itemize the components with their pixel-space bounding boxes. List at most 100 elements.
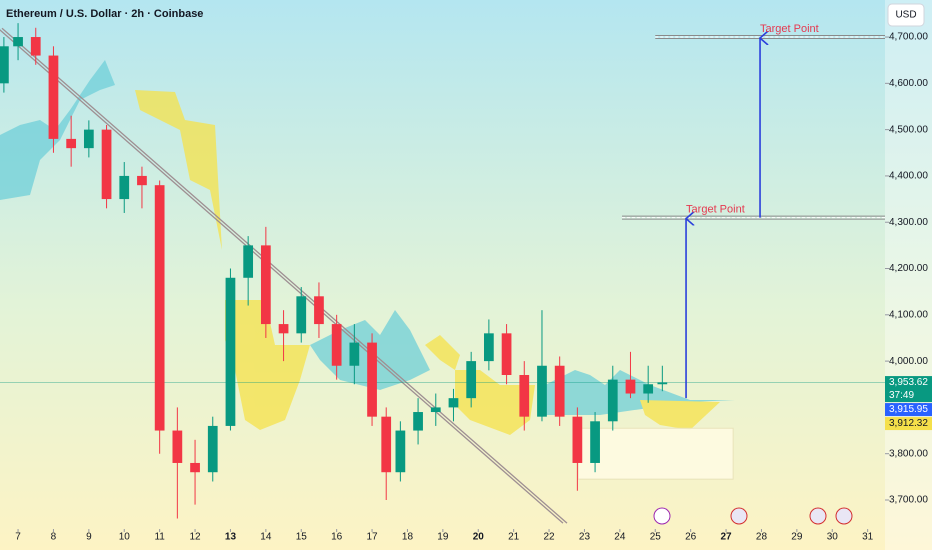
event-icon[interactable] [653, 507, 671, 525]
candle-body [207, 425, 218, 473]
x-tick-label: 14 [260, 532, 272, 543]
event-icon[interactable] [835, 507, 853, 525]
candle-body [501, 333, 512, 375]
candle-body [331, 324, 342, 366]
x-tick-label: 7 [15, 532, 21, 543]
candle-body [607, 379, 618, 422]
y-tick-label: 4,600.00 [889, 78, 928, 89]
price-label: 3,953.62 [889, 377, 928, 388]
countdown: 37:49 [889, 390, 914, 401]
price-label: 3,915.95 [889, 404, 928, 415]
plot-area: Target Point Target Point [0, 23, 885, 524]
y-tick-label: 4,200.00 [889, 263, 928, 274]
trendline [0, 29, 564, 524]
candle-body [0, 46, 9, 84]
candle-body [349, 342, 360, 366]
zone [577, 427, 734, 480]
target-label: Target Point [686, 203, 745, 215]
candle-body [448, 398, 459, 408]
cloud [640, 400, 720, 430]
x-tick-label: 13 [225, 532, 237, 543]
cloud [425, 335, 460, 370]
x-tick-label: 9 [86, 532, 92, 543]
x-tick-label: 18 [402, 532, 414, 543]
candle-body [119, 175, 130, 200]
x-tick-label: 20 [473, 532, 485, 543]
y-tick-label: 4,300.00 [889, 217, 928, 228]
price-axis [885, 0, 932, 550]
candle-body [519, 375, 530, 417]
candle-body [466, 361, 477, 399]
x-tick-label: 24 [614, 532, 626, 543]
candle-body [367, 342, 377, 417]
candle-body [190, 462, 200, 473]
candle-body [625, 379, 636, 394]
price-label-box [885, 403, 932, 417]
candle-body [413, 412, 423, 431]
event-icon[interactable] [730, 507, 748, 525]
y-tick-label: 4,400.00 [889, 171, 928, 182]
price-label-box [885, 376, 932, 403]
candle-body [484, 333, 494, 362]
y-tick-label: 4,500.00 [889, 124, 928, 135]
x-tick-label: 22 [543, 532, 555, 543]
candle-body [13, 37, 23, 47]
candle-body [154, 185, 165, 431]
x-tick-label: 16 [331, 532, 343, 543]
x-tick-label: 12 [189, 532, 201, 543]
cloud [545, 370, 735, 415]
event-icons [653, 507, 853, 525]
candle-body [657, 382, 668, 385]
x-tick-label: 21 [508, 532, 520, 543]
candle-body [590, 421, 600, 463]
price-label-box [885, 417, 932, 431]
y-tick-label: 4,000.00 [889, 356, 928, 367]
trendline [1, 27, 568, 524]
candle-body [137, 175, 147, 186]
x-tick-label: 25 [650, 532, 662, 543]
candle-body [48, 55, 59, 139]
candle-body [172, 430, 183, 463]
y-tick-label: 3,700.00 [889, 495, 928, 506]
candle-body [381, 416, 392, 473]
x-tick-label: 8 [51, 532, 57, 543]
candle-body [66, 138, 77, 149]
currency[interactable]: USD [895, 10, 916, 21]
chart-title: Ethereum / U.S. Dollar · 2h · Coinbase [6, 8, 203, 20]
y-tick-label: 4,700.00 [889, 32, 928, 43]
candle-body [554, 365, 565, 417]
x-tick-label: 31 [862, 532, 874, 543]
candle-body [83, 129, 94, 149]
event-icon[interactable] [809, 507, 827, 525]
x-tick-label: 17 [366, 532, 378, 543]
candle-body [395, 430, 406, 473]
cloud [135, 90, 222, 250]
candle-body [101, 129, 112, 200]
candle-body [243, 245, 254, 278]
candle-body [643, 384, 654, 394]
x-tick-label: 26 [685, 532, 697, 543]
price-label: 3,912.32 [889, 418, 928, 429]
candle-body [572, 416, 583, 463]
y-tick-label: 4,100.00 [889, 309, 928, 320]
currency-box[interactable] [887, 3, 925, 27]
candle-body [430, 407, 441, 413]
x-tick-label: 15 [296, 532, 308, 543]
candle-body [260, 245, 271, 325]
x-tick-label: 11 [154, 532, 165, 543]
candle-body [296, 296, 307, 334]
candle-body [278, 324, 289, 334]
x-tick-label: 28 [756, 532, 768, 543]
y-tick-label: 3,800.00 [889, 448, 928, 459]
target-label: Target Point [760, 23, 819, 35]
candle-body [537, 365, 547, 417]
x-tick-label: 27 [720, 532, 732, 543]
x-tick-label: 10 [119, 532, 131, 543]
x-tick-label: 30 [827, 532, 839, 543]
candle-body [314, 296, 324, 325]
x-tick-label: 19 [437, 532, 449, 543]
candle-body [30, 37, 41, 56]
x-tick-label: 23 [579, 532, 591, 543]
